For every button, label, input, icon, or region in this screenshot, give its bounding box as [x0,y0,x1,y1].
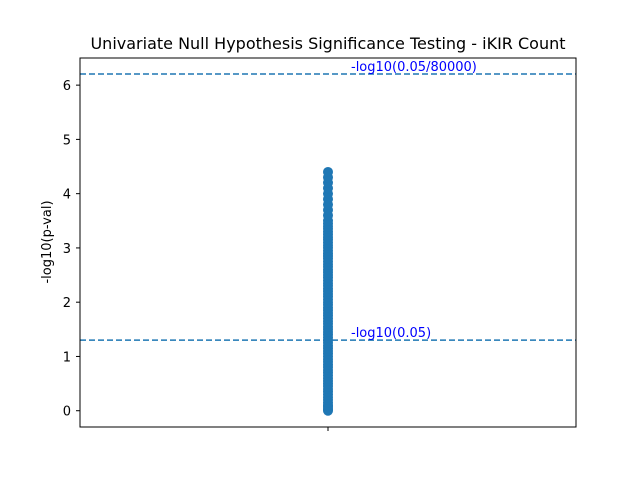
y-tick-label: 4 [63,188,71,203]
y-axis-label: -log10(p-val) [40,200,55,283]
y-tick-label: 6 [63,79,71,94]
threshold-annotation: -log10(0.05/80000) [351,60,477,75]
y-tick-label: 1 [63,350,71,365]
y-tick-label: 5 [63,133,71,148]
points-layer [323,166,333,416]
data-point [323,166,333,177]
y-tick-label: 0 [63,405,71,420]
y-tick-label: 3 [63,242,71,257]
y-tick-label: 2 [63,296,71,311]
threshold-annotation: -log10(0.05) [351,326,431,341]
threshold-lines-layer: -log10(0.05/80000) -log10(0.05) [80,60,576,341]
chart-title: Univariate Null Hypothesis Significance … [90,34,565,53]
y-axis-ticks: 0 1 2 3 4 5 6 [63,79,80,420]
